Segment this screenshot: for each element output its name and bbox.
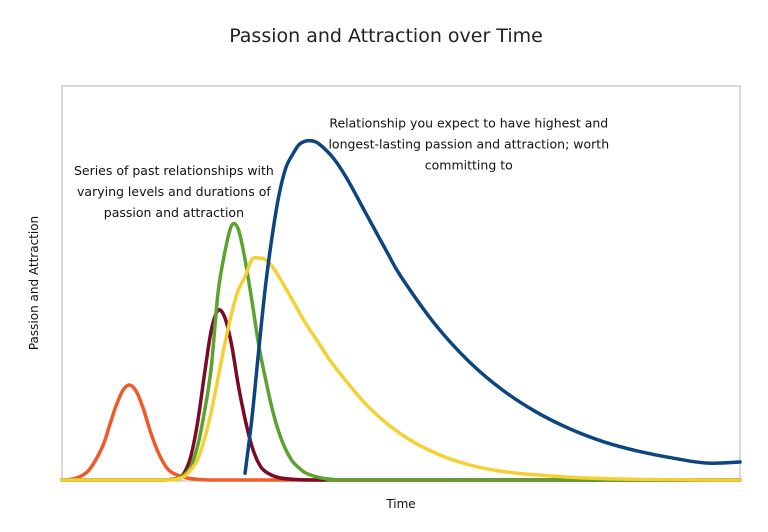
annotation-2-line-2: longest-lasting passion and attraction; …	[328, 136, 609, 151]
annotation-1: Series of past relationships with varying…	[74, 163, 274, 220]
series-line-5	[243, 138, 742, 475]
series-layer	[60, 138, 742, 482]
series-line-4	[60, 255, 742, 482]
annotation-1-line-1: Series of past relationships with	[74, 163, 274, 178]
annotation-1-line-2: varying levels and durations of	[77, 184, 271, 199]
annotation-layer: Series of past relationships with varying…	[74, 115, 609, 219]
series-line-3	[60, 221, 742, 482]
annotation-2-line-1: Relationship you expect to have highest …	[329, 115, 608, 130]
annotation-2-line-3: committing to	[425, 157, 513, 172]
series-line-2	[60, 308, 742, 482]
annotation-2: Relationship you expect to have highest …	[328, 115, 609, 172]
y-axis-label: Passion and Attraction	[27, 216, 41, 350]
chart-title: Passion and Attraction over Time	[229, 25, 543, 47]
annotation-1-line-3: passion and attraction	[104, 205, 244, 220]
x-axis-label: Time	[385, 497, 415, 511]
